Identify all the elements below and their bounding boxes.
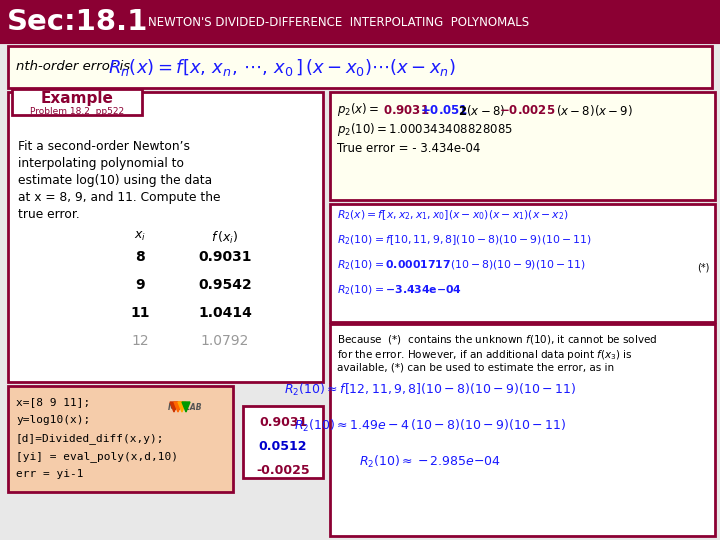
Text: available, (*) can be used to estimate the error, as in: available, (*) can be used to estimate t… [337,363,614,373]
Text: $\mathbf{\it R_n(x) = f[x,\, x_n,\, \cdots,\, x_0\,]\,(x - x_0)\cdots(x - x_n)}$: $\mathbf{\it R_n(x) = f[x,\, x_n,\, \cdo… [108,57,456,78]
Polygon shape [170,402,178,412]
Text: $\mathbf{0.9031}$: $\mathbf{0.9031}$ [383,104,430,117]
Text: Example: Example [40,91,114,106]
Text: $\it{p_2(10) = 1.000343408828085}$: $\it{p_2(10) = 1.000343408828085}$ [337,122,513,138]
Text: 12: 12 [131,334,149,348]
Text: 8: 8 [135,250,145,264]
Text: 0.9031: 0.9031 [259,415,307,429]
Text: y=log10(x);: y=log10(x); [16,415,90,425]
Text: x=[8 9 11];: x=[8 9 11]; [16,397,90,407]
Text: nth-order error is: nth-order error is [16,60,135,73]
Bar [330,92,715,200]
Text: [d]=Divided_diff(x,y);: [d]=Divided_diff(x,y); [16,433,164,444]
Text: 1.0792: 1.0792 [201,334,249,348]
Text: (*): (*) [698,263,710,273]
Bar [243,406,323,478]
Text: Sec:18.1: Sec:18.1 [7,8,148,36]
Text: estimate log(10) using the data: estimate log(10) using the data [18,174,212,187]
Text: -0.0025: -0.0025 [256,463,310,476]
Text: 1.0414: 1.0414 [198,306,252,320]
Polygon shape [182,402,190,412]
Text: $\it{R_2(10) \approx 1.49e-4\,(10-8)(10-9)(10-11)}$: $\it{R_2(10) \approx 1.49e-4\,(10-8)(10-… [294,418,566,434]
Text: at x = 8, 9, and 11. Compute the: at x = 8, 9, and 11. Compute the [18,191,220,204]
Text: True error = - 3.434e-04: True error = - 3.434e-04 [337,143,480,156]
Bar [330,204,715,322]
Text: $\it{p_2(x) = }$: $\it{p_2(x) = }$ [337,102,379,118]
Text: $(x-8)(x-9)$: $(x-8)(x-9)$ [556,103,633,118]
Bar [12,89,142,115]
Text: $\mathbf{+0.051}$: $\mathbf{+0.051}$ [420,104,468,117]
Text: true error.: true error. [18,208,80,221]
Polygon shape [174,402,182,412]
Text: for the error. However, if an additional data point $f(x_3)$ is: for the error. However, if an additional… [337,348,633,362]
Text: err = yi-1: err = yi-1 [16,469,84,479]
Text: 11: 11 [130,306,150,320]
Text: 0.9031: 0.9031 [198,250,252,264]
Text: 0.0512: 0.0512 [258,440,307,453]
Text: $\it{R_2(10) = f[10,11,9,8](10-8)(10-9)(10-11)}$: $\it{R_2(10) = f[10,11,9,8](10-8)(10-9)(… [337,233,592,247]
Bar [0,0,720,43]
Text: $\it{R_2(10) \approx -2.985e{-}04}$: $\it{R_2(10) \approx -2.985e{-}04}$ [359,454,501,470]
Text: MATLAB: MATLAB [168,403,202,413]
Polygon shape [178,402,186,412]
Bar [8,386,233,492]
Text: NEWTON'S DIVIDED-DIFFERENCE  INTERPOLATING  POLYNOMALS: NEWTON'S DIVIDED-DIFFERENCE INTERPOLATIN… [148,16,529,29]
Text: $\it{R_2(x) = f[x,x_2,x_1,x_0](x-x_0)(x-x_1)(x-x_2)}$: $\it{R_2(x) = f[x,x_2,x_1,x_0](x-x_0)(x-… [337,208,569,222]
Text: $\it{R_2(10) \approx f[12,11,9,8](10-8)(10-9)(10-11)}$: $\it{R_2(10) \approx f[12,11,9,8](10-8)(… [284,382,576,398]
Bar [8,92,323,382]
Text: $f\,(x_i)$: $f\,(x_i)$ [212,230,238,246]
Text: 9: 9 [135,278,145,292]
Text: interpolating polynomial to: interpolating polynomial to [18,157,184,170]
Text: $x_i$: $x_i$ [134,230,146,243]
Text: Problem 18.2  pp522: Problem 18.2 pp522 [30,106,124,116]
Text: $\it{R_2(10) = }\mathbf{0.0001717}\it{(10-8)(10-9)(10-11)}$: $\it{R_2(10) = }\mathbf{0.0001717}\it{(1… [337,258,586,272]
Text: $\mathbf{-0.0025}$: $\mathbf{-0.0025}$ [499,104,555,117]
Text: Fit a second-order Newton’s: Fit a second-order Newton’s [18,140,190,153]
Bar [8,46,712,88]
Bar [330,324,715,536]
Text: Because  (*)  contains the unknown $f(10)$, it cannot be solved: Because (*) contains the unknown $f(10)$… [337,333,657,346]
Text: $\mathbf{2}(x-8)$: $\mathbf{2}(x-8)$ [458,103,505,118]
Text: $\it{R_2(10) = }\mathbf{-3.434e{-}04}$: $\it{R_2(10) = }\mathbf{-3.434e{-}04}$ [337,283,462,297]
Text: 0.9542: 0.9542 [198,278,252,292]
Text: [yi] = eval_poly(x,d,10): [yi] = eval_poly(x,d,10) [16,451,178,462]
